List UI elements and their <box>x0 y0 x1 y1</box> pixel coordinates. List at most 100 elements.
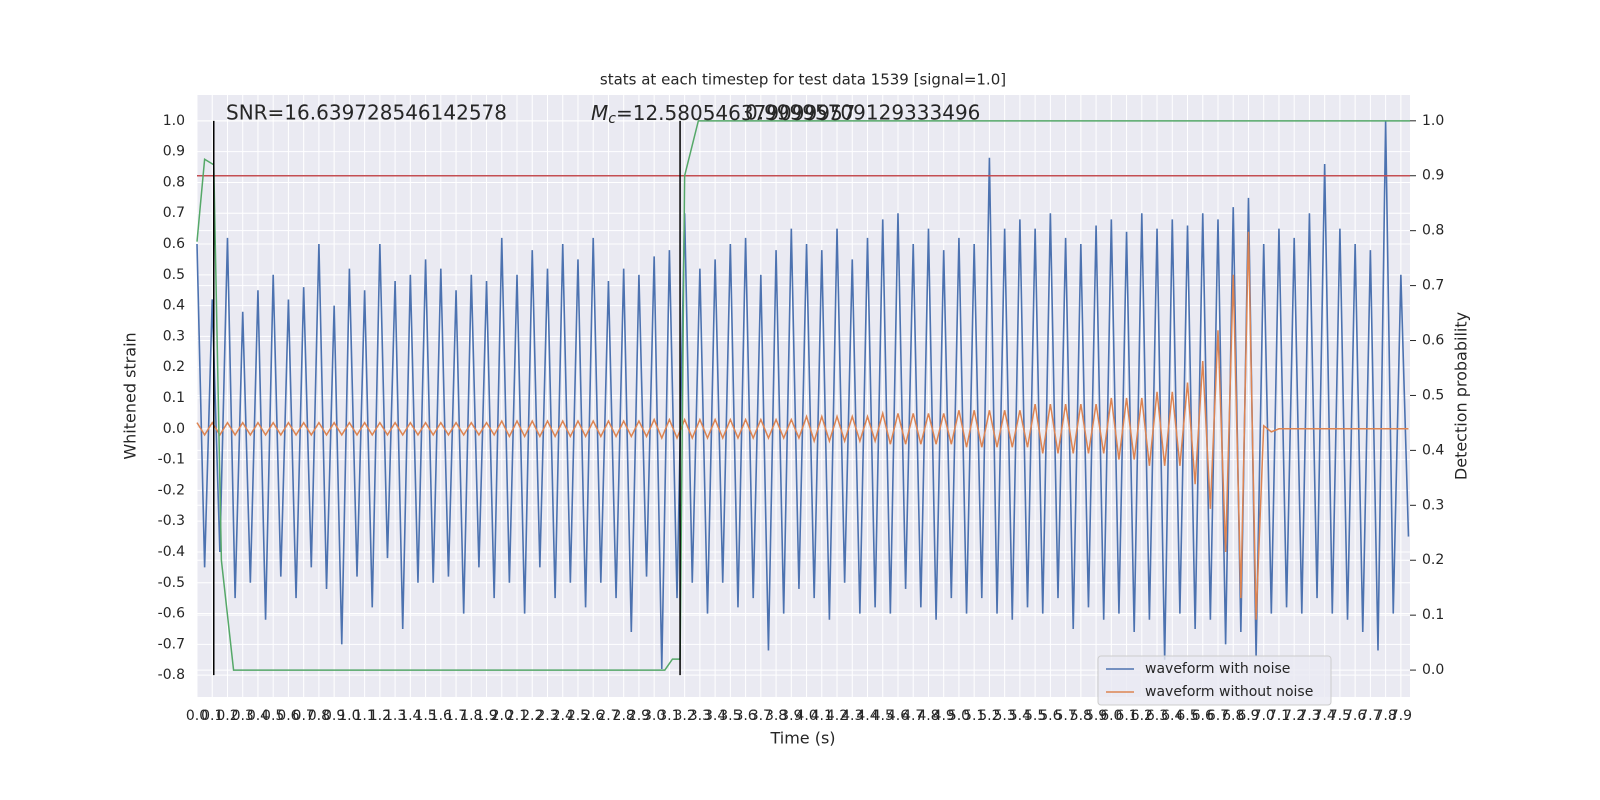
x-tick-label: 6.6 <box>1192 708 1214 724</box>
y-tick-label: 0.6 <box>163 236 185 252</box>
legend-label: waveform without noise <box>1145 684 1313 700</box>
x-tick-label: 6.9 <box>1237 708 1259 724</box>
x-tick-label: 1.7 <box>445 708 467 724</box>
x-tick-label: 0.1 <box>201 708 223 724</box>
x-tick-label: 4.2 <box>826 708 848 724</box>
x-tick-label: 3.7 <box>750 708 772 724</box>
series-line <box>196 231 1409 620</box>
x-tick-label: 0.9 <box>323 708 345 724</box>
x-tick-label: 5.8 <box>1070 708 1092 724</box>
annotation: 0.99995709129333496 <box>745 101 980 125</box>
annotation: Mc=12.580546379099957 <box>591 101 855 128</box>
x-tick-label: 5.7 <box>1054 708 1076 724</box>
x-tick-label: 7.2 <box>1283 708 1305 724</box>
legend-box <box>1097 655 1332 706</box>
series-line <box>196 120 1410 669</box>
y-tick-label: -0.3 <box>158 513 185 529</box>
x-tick-label: 5.1 <box>963 708 985 724</box>
x-tick-label: 0.2 <box>216 708 238 724</box>
y-tick-label: 0.9 <box>163 144 185 160</box>
y-tick-label: 0.7 <box>163 205 185 221</box>
y2-tick-label: 0.2 <box>1422 552 1444 568</box>
x-tick-label: 2.7 <box>597 708 619 724</box>
x-tick-label: 2.1 <box>506 708 528 724</box>
x-tick-label: 3.1 <box>658 708 680 724</box>
grid <box>196 95 1410 697</box>
x-tick-label: 5.4 <box>1009 708 1031 724</box>
y2-tick-label: 0.3 <box>1422 497 1444 513</box>
x-tick-label: 4.4 <box>856 708 878 724</box>
x-tick-label: 1.1 <box>353 708 375 724</box>
x-tick-label: 1.8 <box>460 708 482 724</box>
x-tick-label: 2.3 <box>536 708 558 724</box>
x-tick-label: 3.5 <box>719 708 741 724</box>
x-tick-label: 0.5 <box>262 708 284 724</box>
annotation-text: =12.580546379099957 <box>616 101 855 125</box>
y-tick-label: -0.5 <box>158 575 185 591</box>
x-tick-label: 7.0 <box>1253 708 1275 724</box>
x-tick-label: 7.5 <box>1329 708 1351 724</box>
x-tick-label: 1.9 <box>475 708 497 724</box>
x-tick-label: 4.8 <box>917 708 939 724</box>
x-tick-label: 3.0 <box>643 708 665 724</box>
x-tick-label: 5.9 <box>1085 708 1107 724</box>
x-tick-label: 7.1 <box>1268 708 1290 724</box>
y-tick-label: -0.1 <box>158 452 185 468</box>
x-tick-label: 3.6 <box>734 708 756 724</box>
x-tick-label: 6.0 <box>1100 708 1122 724</box>
y-tick-label: 1.0 <box>163 113 185 129</box>
x-tick-label: 6.4 <box>1161 708 1183 724</box>
y-tick-label: -0.8 <box>158 667 185 683</box>
y2-tick-label: 0.0 <box>1422 662 1444 678</box>
y-tick-label: -0.2 <box>158 482 185 498</box>
x-tick-label: 0.6 <box>277 708 299 724</box>
x-tick-label: 3.4 <box>704 708 726 724</box>
x-tick-label: 5.6 <box>1039 708 1061 724</box>
x-tick-label: 2.5 <box>567 708 589 724</box>
x-tick-label: 1.3 <box>384 708 406 724</box>
x-tick-label: 2.6 <box>582 708 604 724</box>
x-tick-label: 7.9 <box>1390 708 1412 724</box>
y-tick-label: 0.4 <box>163 298 185 314</box>
x-tick-label: 1.5 <box>414 708 436 724</box>
x-tick-label: 4.1 <box>811 708 833 724</box>
x-tick-label: 0.3 <box>232 708 254 724</box>
y-tick-label: -0.6 <box>158 606 185 622</box>
probability-line <box>196 120 1410 671</box>
x-tick-label: 5.0 <box>948 708 970 724</box>
y-tick-label: 0.1 <box>163 390 185 406</box>
x-tick-label: 5.5 <box>1024 708 1046 724</box>
y2-tick-label: 0.8 <box>1422 223 1444 239</box>
x-tick-label: 4.5 <box>872 708 894 724</box>
y2-axis-label: Detection probability <box>1452 312 1471 480</box>
y2-tick-label: 0.7 <box>1422 278 1444 294</box>
x-tick-label: 7.7 <box>1359 708 1381 724</box>
y-tick-label: 0.2 <box>163 359 185 375</box>
chart-title: stats at each timestep for test data 153… <box>600 71 1006 89</box>
labels: 0.00.10.20.30.40.50.60.70.80.91.01.11.21… <box>158 113 1445 724</box>
x-tick-label: 1.6 <box>430 708 452 724</box>
x-tick-label: 0.8 <box>308 708 330 724</box>
y2-tick-label: 0.1 <box>1422 607 1444 623</box>
y2-tick-label: 0.6 <box>1422 333 1444 349</box>
x-tick-label: 4.3 <box>841 708 863 724</box>
x-tick-label: 4.9 <box>933 708 955 724</box>
x-tick-label: 1.2 <box>369 708 391 724</box>
x-tick-label: 4.6 <box>887 708 909 724</box>
x-tick-label: 7.8 <box>1374 708 1396 724</box>
x-tick-label: 2.0 <box>491 708 513 724</box>
x-tick-label: 3.9 <box>780 708 802 724</box>
y2-tick-label: 0.9 <box>1422 168 1444 184</box>
x-tick-label: 6.5 <box>1176 708 1198 724</box>
x-tick-label: 4.7 <box>902 708 924 724</box>
x-tick-label: 2.9 <box>628 708 650 724</box>
x-tick-label: 1.0 <box>338 708 360 724</box>
y2-tick-label: 0.4 <box>1422 442 1444 458</box>
x-axis-label: Time (s) <box>769 729 835 748</box>
x-tick-label: 2.4 <box>552 708 574 724</box>
x-tick-label: 2.2 <box>521 708 543 724</box>
x-tick-label: 6.2 <box>1131 708 1153 724</box>
x-tick-label: 6.7 <box>1207 708 1229 724</box>
annotation-subscript: c <box>608 111 616 127</box>
